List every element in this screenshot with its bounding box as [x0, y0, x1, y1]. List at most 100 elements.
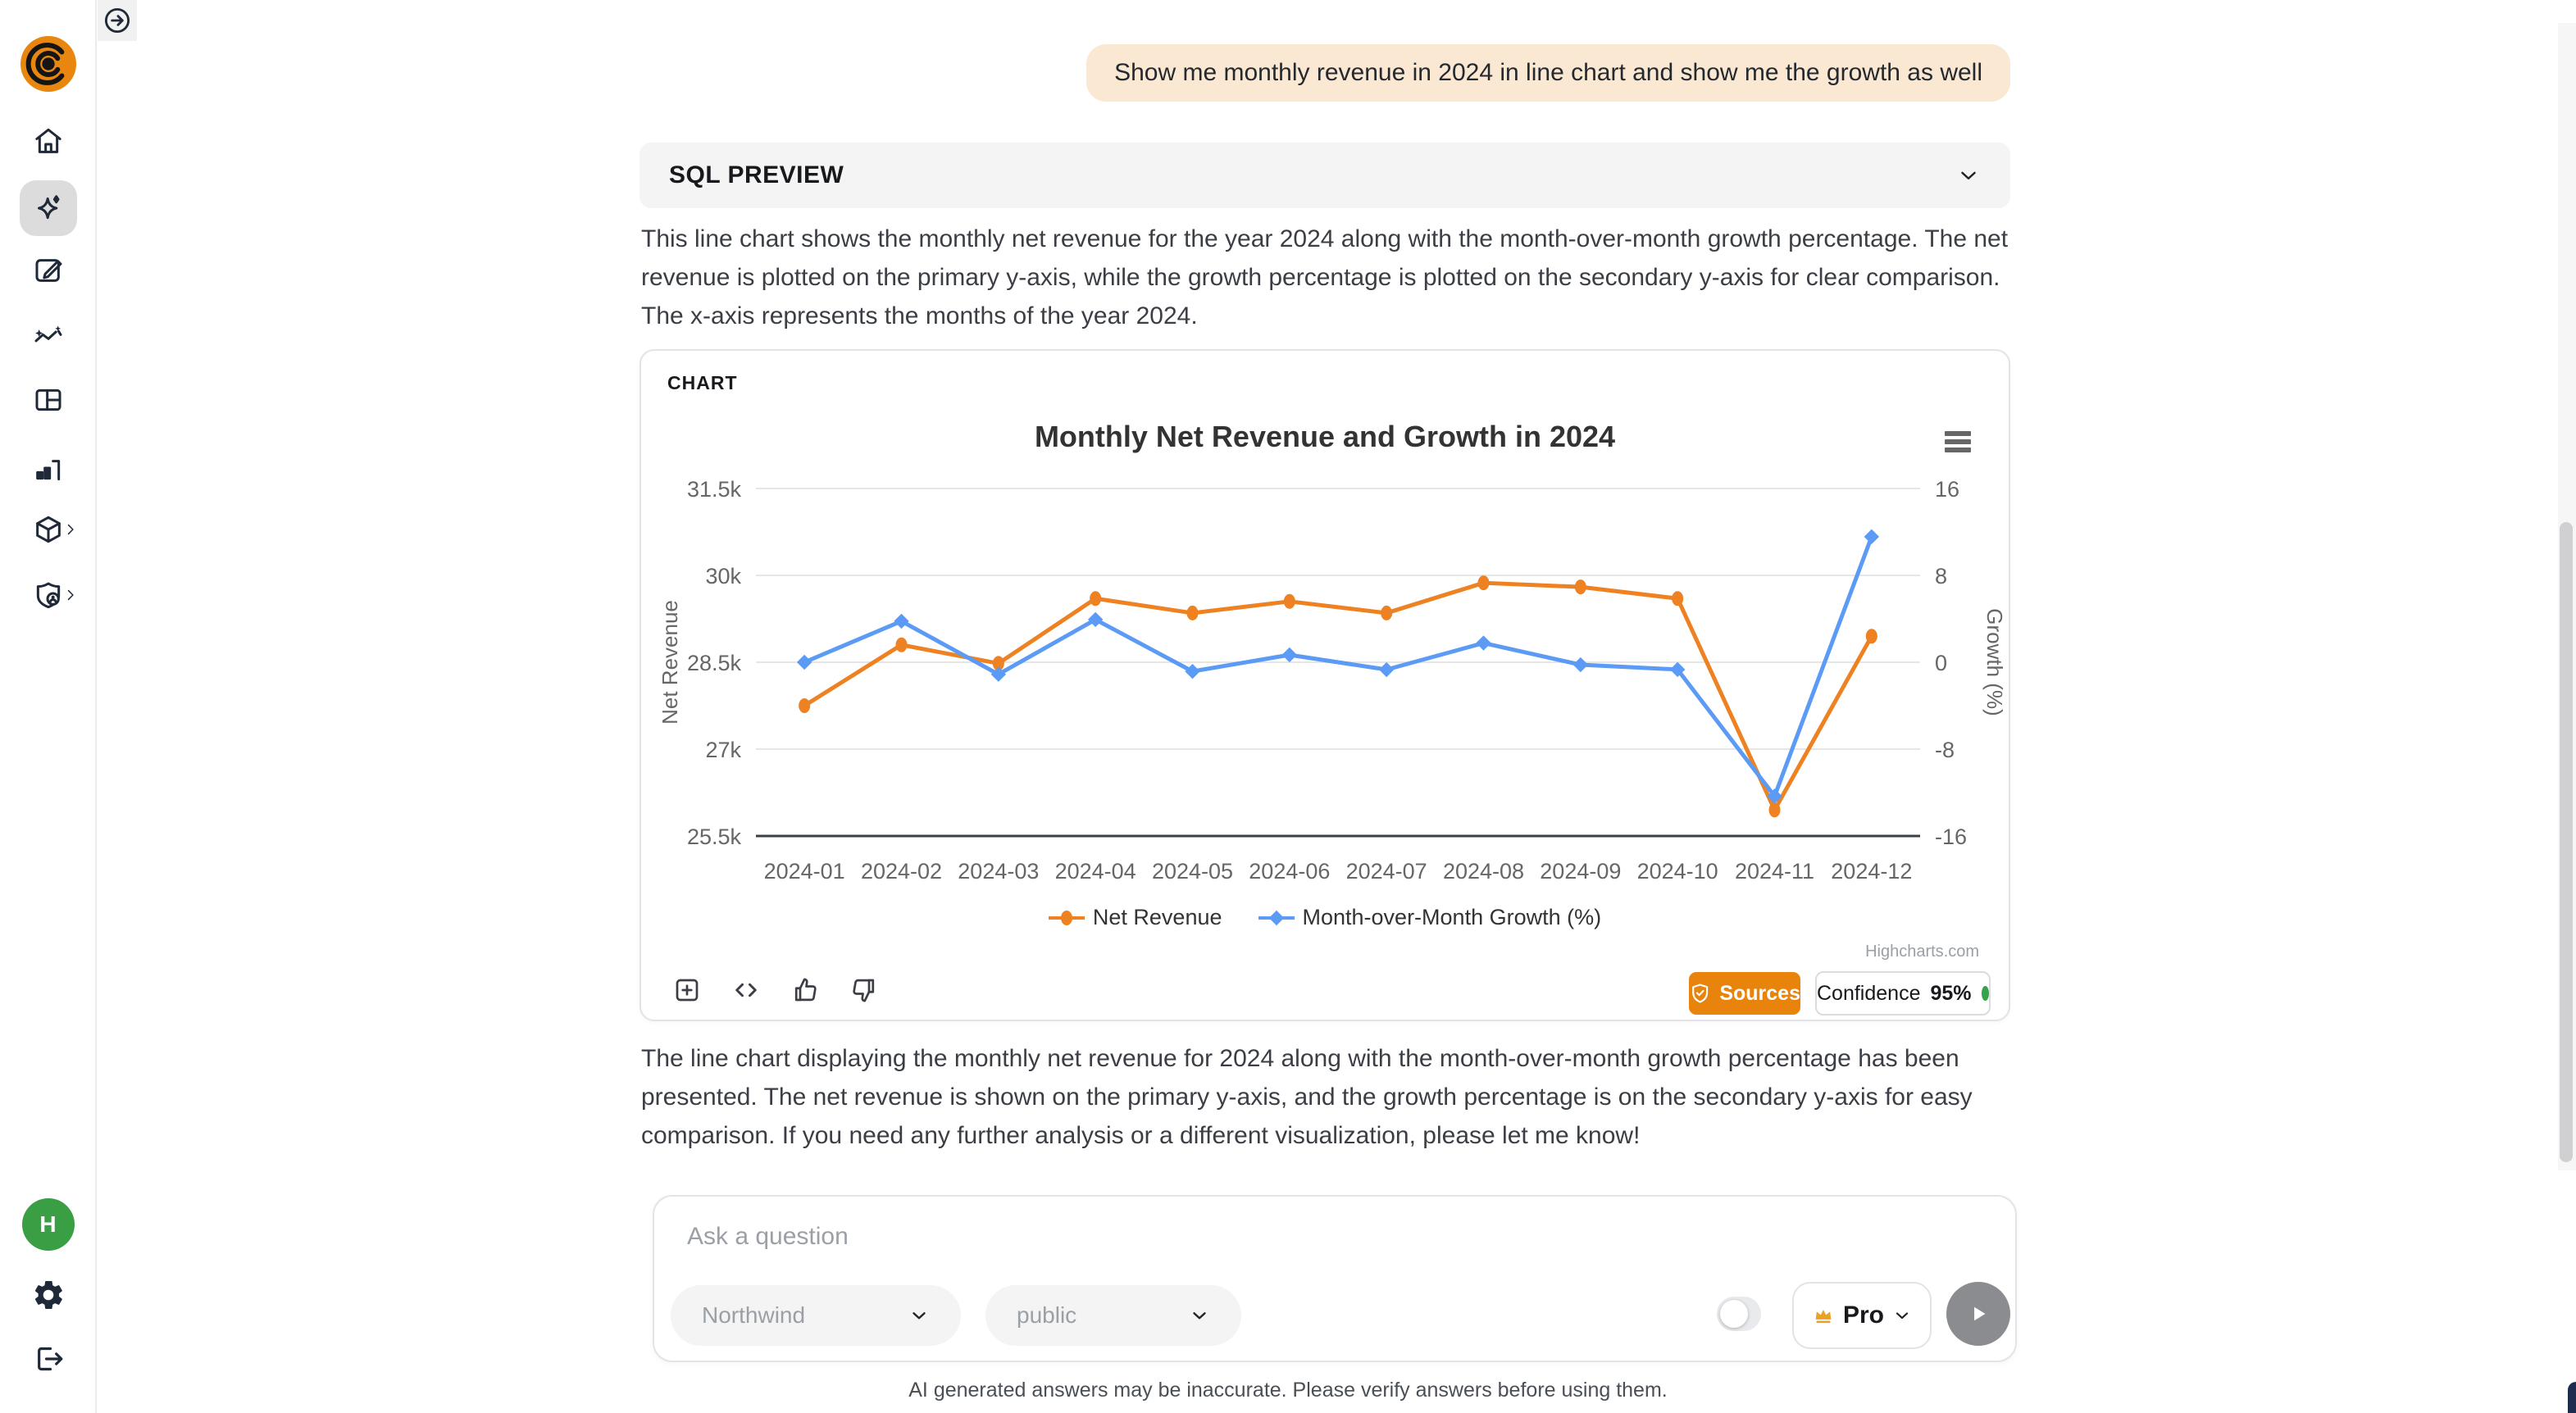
scrollbar[interactable]	[2558, 23, 2576, 1170]
legend-item[interactable]: Month-over-Month Growth (%)	[1258, 905, 1602, 930]
expand-sidebar-button[interactable]	[98, 0, 137, 41]
privacy-shield-icon	[36, 582, 61, 609]
brand-logo[interactable]	[20, 36, 76, 92]
arrow-right-circle-icon	[104, 7, 130, 34]
schema-select[interactable]: public	[985, 1285, 1241, 1346]
chevron-down-icon	[1193, 1312, 1206, 1320]
avatar[interactable]: H	[22, 1198, 75, 1251]
data-point-marker[interactable]	[1572, 657, 1589, 673]
data-point-marker[interactable]	[1281, 647, 1298, 663]
mode-toggle[interactable]	[1717, 1297, 1761, 1331]
data-point-marker[interactable]	[796, 654, 812, 670]
sql-preview-label: SQL PREVIEW	[669, 161, 844, 189]
legend-label: Month-over-Month Growth (%)	[1302, 905, 1602, 929]
sidebar-item-assistant[interactable]	[20, 180, 77, 236]
chart-legend: Net Revenue Month-over-Month Growth (%)	[641, 905, 2009, 930]
y-axis-right-tick: 8	[1935, 564, 1947, 588]
confidence-value: 95%	[1930, 981, 1972, 1005]
ask-question-card: Ask a question Northwind public Pro	[653, 1195, 2017, 1362]
sidebar-item-models[interactable]	[30, 511, 66, 547]
data-point-marker[interactable]	[1767, 788, 1782, 804]
sql-preview-toggle[interactable]: SQL PREVIEW	[639, 143, 2010, 208]
data-point-marker[interactable]	[1476, 635, 1491, 651]
sidebar-item-dashboards[interactable]	[30, 382, 66, 418]
data-point-marker[interactable]	[895, 637, 908, 652]
send-button[interactable]	[1946, 1282, 2010, 1346]
database-select[interactable]: Northwind	[671, 1285, 961, 1346]
highcharts-credit[interactable]: Highcharts.com	[1865, 943, 1979, 961]
confidence-status-dot	[1981, 986, 1989, 1001]
data-point-marker[interactable]	[1864, 529, 1880, 545]
sources-button[interactable]: Sources	[1689, 972, 1800, 1015]
data-point-marker[interactable]	[1672, 591, 1684, 607]
sidebar-item-home[interactable]	[30, 123, 66, 159]
chart-card-label: CHART	[667, 372, 738, 393]
data-point-marker[interactable]	[1283, 593, 1295, 609]
legend-item[interactable]: Net Revenue	[1048, 905, 1222, 930]
logout-button[interactable]	[30, 1341, 66, 1377]
data-point-marker[interactable]	[1090, 591, 1102, 607]
sidebar-item-new-chat[interactable]	[30, 252, 66, 289]
expand-plus-icon	[676, 979, 699, 1002]
x-axis-tick: 2024-08	[1443, 859, 1524, 884]
sidebar-item-reports[interactable]	[30, 451, 66, 487]
chevron-down-icon	[913, 1312, 926, 1320]
y-axis-left-title: Net Revenue	[658, 600, 682, 725]
x-axis-tick: 2024-07	[1346, 859, 1427, 884]
sidebar-item-data-privacy[interactable]	[30, 577, 66, 613]
thumbs-up-icon	[794, 978, 817, 1002]
y-axis-right-tick: -8	[1935, 738, 1955, 762]
y-axis-right-title: Growth (%)	[1982, 608, 2007, 716]
x-axis-tick: 2024-03	[958, 859, 1039, 884]
y-axis-right-tick: 0	[1935, 651, 1947, 675]
y-axis-left-tick: 28.5k	[687, 651, 742, 675]
gear-icon	[34, 1281, 62, 1309]
data-point-marker[interactable]	[894, 613, 909, 629]
data-point-marker[interactable]	[1574, 579, 1586, 595]
chart-context-menu-button[interactable]	[1945, 431, 1971, 452]
chart-actions	[671, 974, 881, 1006]
legend-label: Net Revenue	[1092, 905, 1222, 929]
thumbs-up-button[interactable]	[789, 974, 821, 1006]
confidence-label: Confidence	[1817, 981, 1921, 1005]
chevron-down-icon	[1961, 171, 1976, 179]
cube-icon	[36, 516, 61, 543]
thumbs-down-button[interactable]	[848, 974, 881, 1006]
model-select-label: Pro	[1842, 1302, 1884, 1329]
sources-label: Sources	[1719, 981, 1800, 1005]
sidebar-item-insights[interactable]	[30, 318, 66, 354]
zoom-chart-button[interactable]	[671, 974, 703, 1006]
x-axis-tick: 2024-02	[861, 859, 942, 884]
data-point-marker[interactable]	[1768, 802, 1781, 818]
line-chart-plot: 31.5k 16 30k 8 28.5k 0 27k -8 25.5k -16 2024-01 202…	[658, 477, 2007, 884]
code-icon	[735, 983, 757, 997]
data-point-marker[interactable]	[1865, 629, 1877, 644]
settings-button[interactable]	[30, 1277, 66, 1313]
toggle-knob	[1720, 1300, 1748, 1328]
question-input[interactable]: Ask a question	[687, 1223, 849, 1250]
user-message-bubble: Show me monthly revenue in 2024 in line …	[1086, 44, 2010, 102]
compose-icon	[35, 259, 62, 282]
data-point-marker[interactable]	[1185, 663, 1200, 679]
ai-sparkle-icon	[38, 195, 60, 220]
data-point-marker[interactable]	[799, 698, 811, 713]
database-select-value: Northwind	[702, 1302, 806, 1328]
y-axis-left-tick: 30k	[705, 564, 741, 588]
layout-panels-icon	[35, 388, 61, 411]
send-play-icon	[1974, 1306, 1986, 1321]
crown-icon	[1815, 1310, 1832, 1324]
data-point-marker[interactable]	[992, 656, 1004, 671]
y-axis-left-tick: 25.5k	[687, 825, 742, 849]
series-line-revenue	[802, 580, 1874, 812]
data-point-marker[interactable]	[1378, 661, 1395, 678]
data-point-marker[interactable]	[1477, 575, 1490, 591]
scrollbar-thumb[interactable]	[2560, 522, 2573, 1162]
data-point-marker[interactable]	[1381, 605, 1393, 620]
model-select-pro[interactable]: Pro	[1792, 1282, 1932, 1349]
chevron-right-icon[interactable]	[62, 587, 79, 603]
y-axis-left-tick: 31.5k	[687, 477, 742, 502]
data-point-marker[interactable]	[1186, 605, 1199, 620]
chevron-right-icon[interactable]	[62, 521, 79, 538]
legend-marker	[1258, 910, 1295, 925]
view-code-button[interactable]	[730, 974, 762, 1006]
